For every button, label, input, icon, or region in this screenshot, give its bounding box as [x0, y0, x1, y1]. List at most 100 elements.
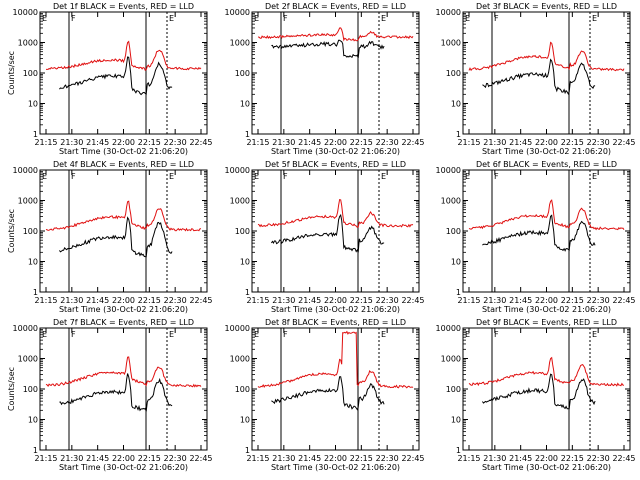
y-tick-label: 1	[245, 288, 250, 297]
x-tick-label: 21:15	[34, 138, 57, 147]
event-marker-label: E	[42, 14, 47, 23]
x-tick-label: 22:15	[350, 296, 373, 305]
panel-6: Det 6f BLACK = Events, RED = LLD 1 10 100 10…	[436, 160, 636, 314]
event-marker-label: F	[494, 14, 499, 23]
panel-3: Det 3f BLACK = Events, RED = LLD 1 10 100 10…	[436, 2, 636, 156]
x-tick-label: 22:00	[112, 454, 135, 463]
event-marker-label: E	[42, 172, 47, 181]
x-tick-label: 22:00	[535, 454, 558, 463]
x-tick-label: 21:15	[457, 454, 480, 463]
x-tick-label: 21:30	[483, 138, 506, 147]
y-tick-label: 1	[245, 446, 250, 455]
event-marker-label: E	[381, 172, 386, 181]
event-marker-label: E	[42, 330, 47, 339]
x-tick-label: 22:00	[535, 138, 558, 147]
x-axis-label: Start Time (30-Oct-02 21:06:20)	[271, 147, 400, 156]
event-marker-label: E	[381, 14, 386, 23]
lld-series-red	[257, 330, 414, 389]
event-marker-label: E	[169, 172, 174, 181]
y-tick-label: 1	[456, 130, 461, 139]
y-tick-label: 1000	[230, 355, 250, 364]
panel-8: Det 8f BLACK = Events, RED = LLD 1 10 100 10…	[225, 318, 425, 472]
x-tick-label: 21:45	[298, 138, 321, 147]
event-marker-label: F	[71, 14, 76, 23]
x-tick-label: 22:30	[376, 296, 399, 305]
x-tick-label: 22:30	[376, 454, 399, 463]
x-axis-label: Start Time (30-Oct-02 21:06:20)	[59, 305, 188, 314]
y-tick-label: 100	[446, 69, 461, 78]
y-tick-label: 10000	[225, 324, 250, 333]
x-tick-label: 22:00	[112, 296, 135, 305]
lld-series-red	[257, 198, 414, 228]
y-tick-label: 1000	[441, 197, 461, 206]
event-marker-label: E	[592, 172, 597, 181]
event-marker-label: E	[465, 14, 470, 23]
x-tick-label: 21:45	[86, 138, 109, 147]
x-axis-label: Start Time (30-Oct-02 21:06:20)	[271, 463, 400, 472]
x-tick-label: 22:15	[561, 138, 584, 147]
y-tick-label: 1	[33, 446, 38, 455]
y-tick-label: 1000	[441, 355, 461, 364]
panel-1: Det 1f BLACK = Events, RED = LLD 1 10 100 10…	[7, 2, 213, 156]
y-tick-label: 10	[451, 100, 461, 109]
y-tick-label: 10	[451, 258, 461, 267]
lld-series-red	[45, 200, 201, 232]
x-tick-label: 21:30	[272, 296, 295, 305]
x-tick-label: 22:15	[561, 296, 584, 305]
panel-title: Det 1f BLACK = Events, RED = LLD	[53, 2, 194, 11]
panel-2: Det 2f BLACK = Events, RED = LLD 1 10 100 10…	[225, 2, 425, 156]
lld-series-red	[45, 356, 202, 388]
events-series-black	[481, 373, 596, 410]
x-tick-label: 22:45	[612, 138, 635, 147]
events-series-black	[59, 56, 173, 96]
y-tick-label: 1000	[441, 39, 461, 48]
x-tick-label: 22:30	[587, 296, 610, 305]
y-tick-label: 1	[245, 130, 250, 139]
x-tick-label: 21:15	[34, 296, 57, 305]
y-tick-label: 1	[33, 130, 38, 139]
panel-5: Det 5f BLACK = Events, RED = LLD 1 10 100 10…	[225, 160, 425, 314]
events-series-black	[271, 376, 385, 411]
y-tick-label: 10	[240, 100, 250, 109]
y-tick-label: 100	[235, 227, 250, 236]
events-series-black	[59, 216, 173, 258]
x-tick-label: 21:45	[509, 296, 532, 305]
panel-7: Det 7f BLACK = Events, RED = LLD 1 10 100 10…	[7, 318, 213, 472]
y-tick-label: 100	[23, 385, 38, 394]
panel-title: Det 5f BLACK = Events, RED = LLD	[265, 160, 406, 169]
events-series-black	[59, 373, 173, 412]
y-tick-label: 100	[23, 69, 38, 78]
panel-title: Det 6f BLACK = Events, RED = LLD	[476, 160, 617, 169]
y-axis-label: Counts/sec	[7, 51, 16, 95]
y-tick-label: 1000	[18, 355, 38, 364]
x-axis-label: Start Time (30-Oct-02 21:06:20)	[482, 147, 611, 156]
x-tick-label: 22:45	[189, 296, 212, 305]
event-marker-label: E	[465, 330, 470, 339]
panels-group: Det 1f BLACK = Events, RED = LLD 1 10 100 10…	[7, 2, 636, 472]
event-marker-label: E	[169, 14, 174, 23]
x-tick-label: 21:45	[298, 296, 321, 305]
x-tick-label: 21:30	[60, 454, 83, 463]
y-tick-label: 10	[451, 416, 461, 425]
x-tick-label: 22:45	[401, 454, 424, 463]
x-axis-label: Start Time (30-Oct-02 21:06:20)	[482, 463, 611, 472]
lld-series-red	[468, 199, 625, 231]
event-marker-label: F	[494, 330, 499, 339]
x-tick-label: 21:45	[298, 454, 321, 463]
x-tick-label: 22:45	[612, 454, 635, 463]
x-axis-label: Start Time (30-Oct-02 21:06:20)	[482, 305, 611, 314]
event-marker-label: F	[494, 172, 499, 181]
y-tick-label: 100	[446, 227, 461, 236]
event-marker-label: E	[381, 330, 386, 339]
x-tick-label: 21:15	[457, 138, 480, 147]
panel-9: Det 9f BLACK = Events, RED = LLD 1 10 100 10…	[436, 318, 636, 472]
y-tick-label: 10	[240, 258, 250, 267]
panel-title: Det 4f BLACK = Events, RED = LLD	[53, 160, 194, 169]
event-marker-label: E	[592, 330, 597, 339]
x-tick-label: 21:30	[272, 454, 295, 463]
x-tick-label: 22:45	[189, 138, 212, 147]
y-tick-label: 10	[28, 100, 38, 109]
event-marker-label: F	[71, 172, 76, 181]
x-tick-label: 22:30	[164, 138, 187, 147]
x-tick-label: 22:45	[612, 296, 635, 305]
